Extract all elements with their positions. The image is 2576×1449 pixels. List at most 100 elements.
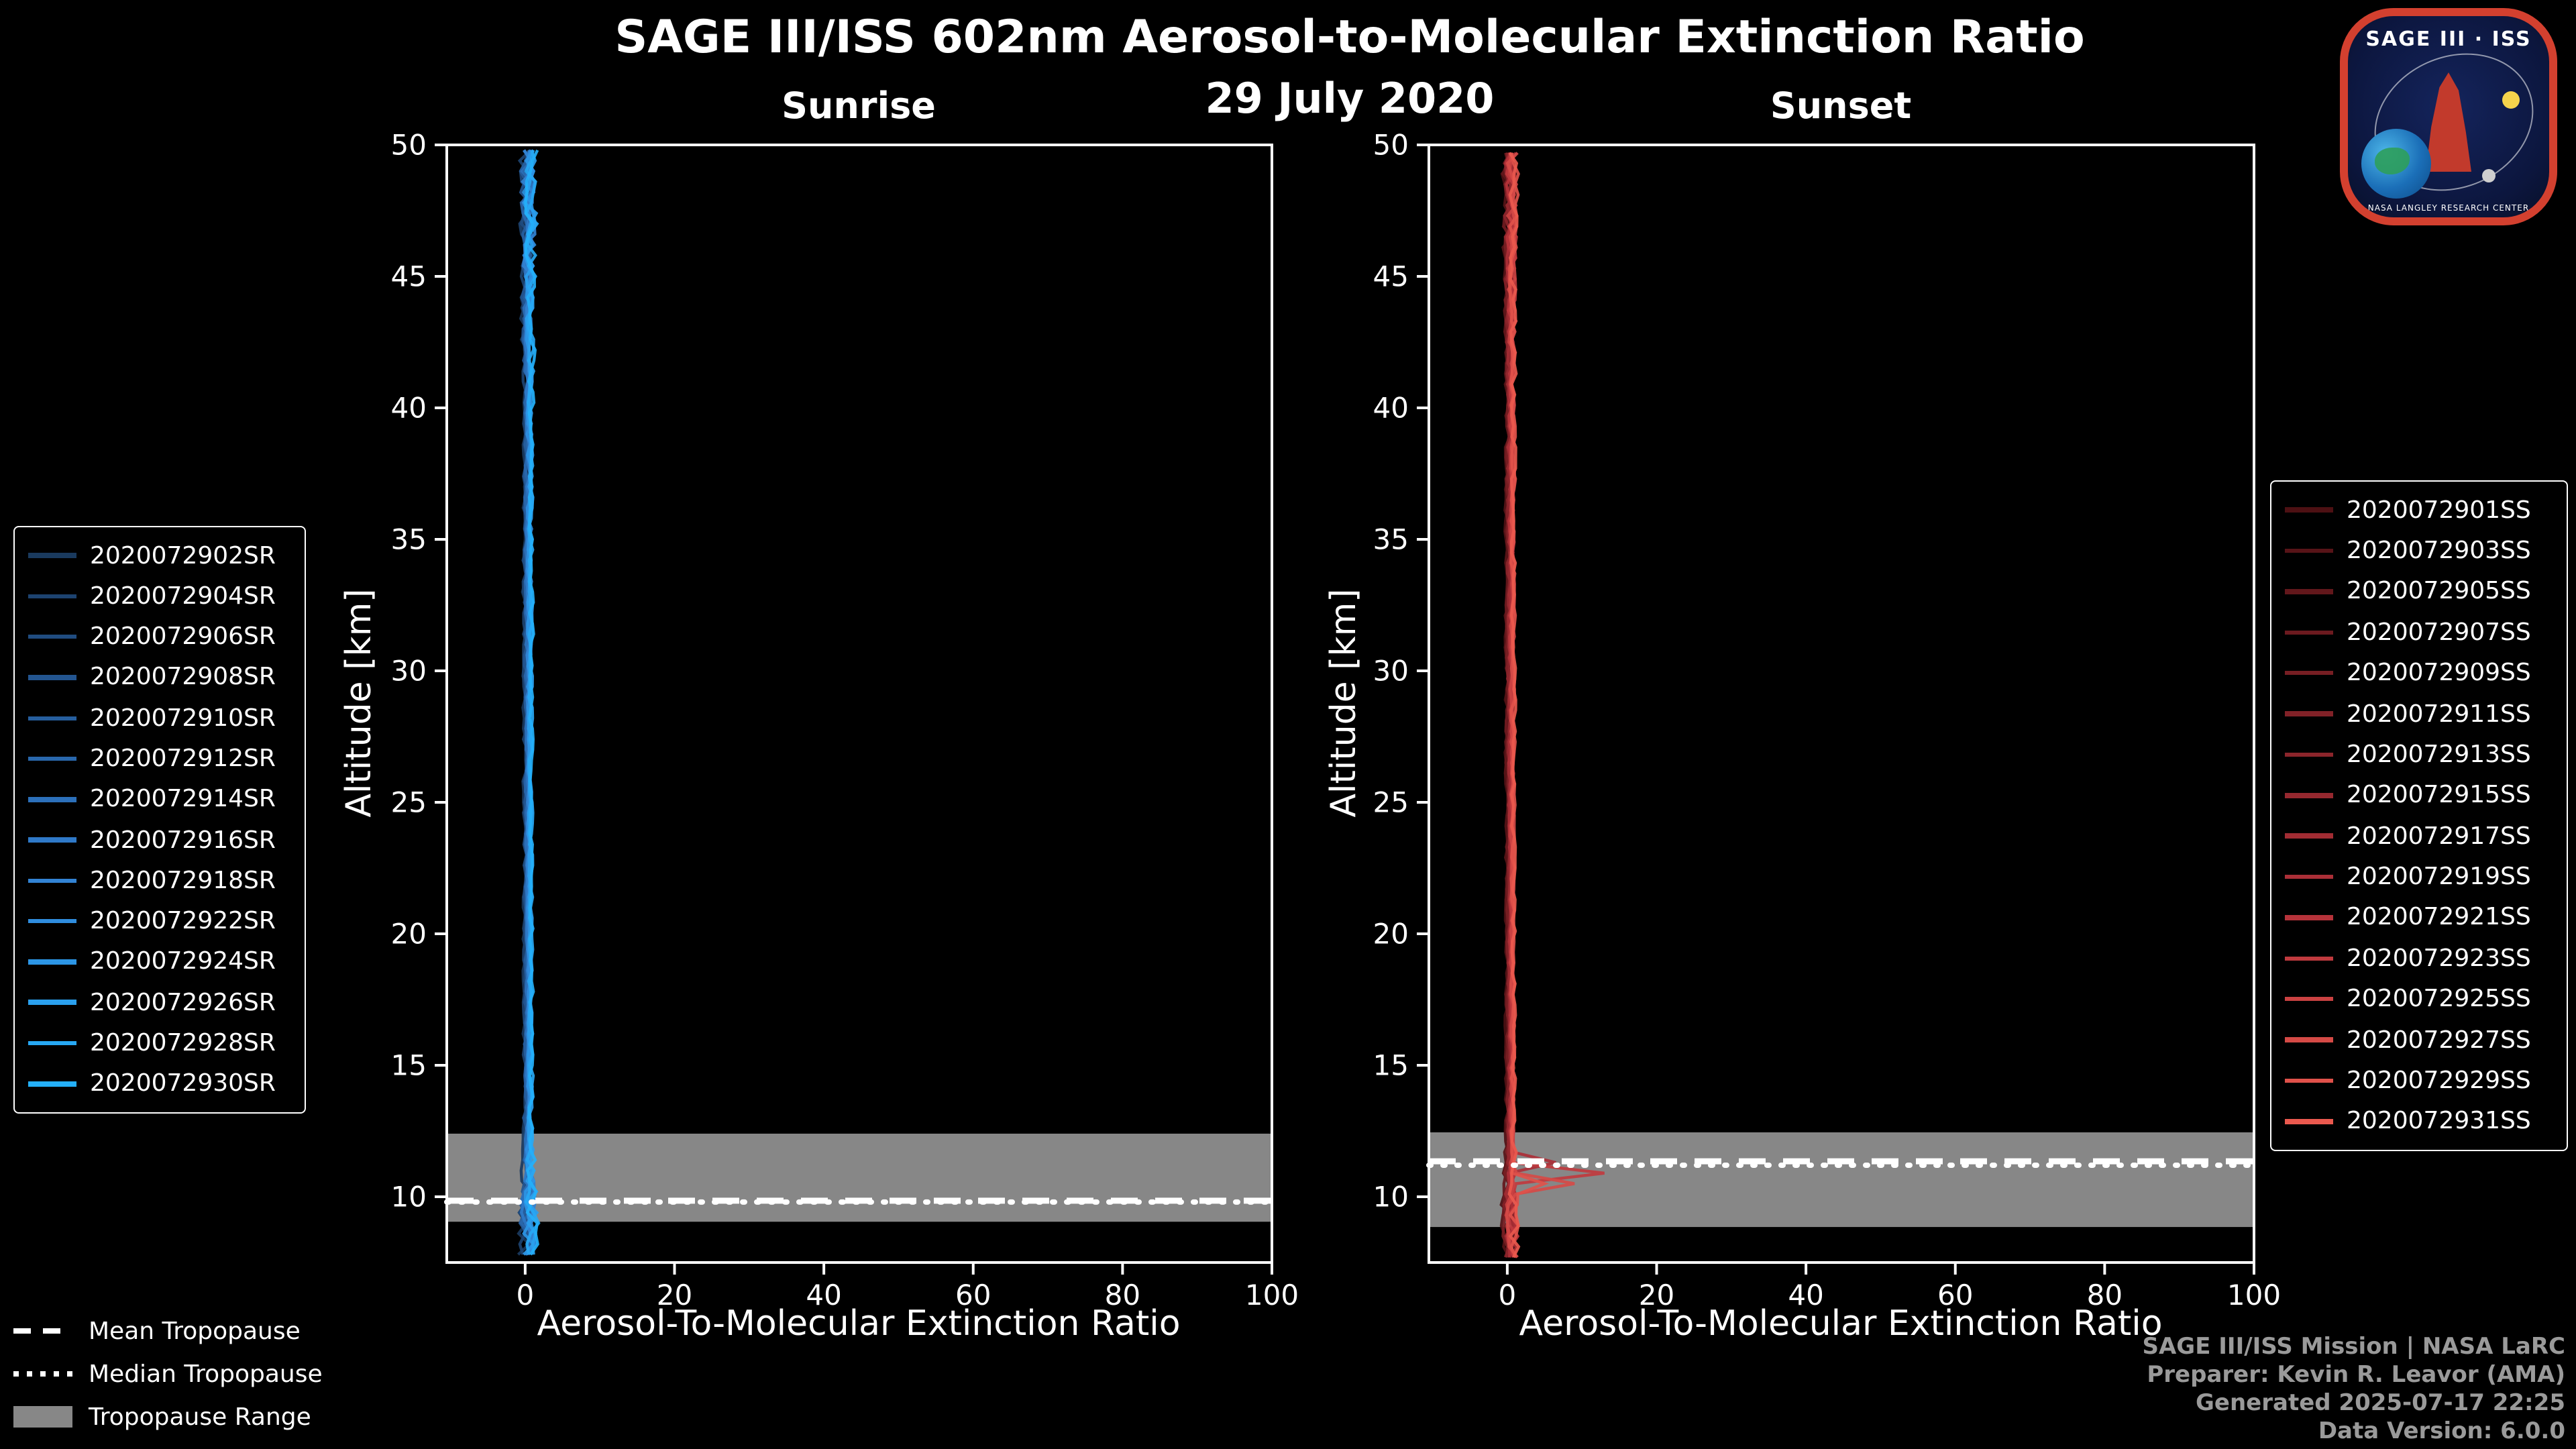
legend-item: 2020072922SR <box>28 901 291 941</box>
sage-iii-iss-logo: SAGE III · ISS NASA LANGLEY RESEARCH CEN… <box>2340 8 2557 225</box>
sunrise-event-legend: 2020072902SR 2020072904SR 2020072906SR 2020… <box>13 526 306 1114</box>
legend-item: 2020072931SS <box>2285 1102 2553 1142</box>
svg-text:45: 45 <box>1373 260 1409 293</box>
legend-line-swatch <box>2285 915 2333 920</box>
dotted-swatch <box>13 1371 72 1377</box>
legend-line-swatch <box>2285 1078 2333 1083</box>
legend-line-swatch <box>28 716 76 721</box>
footer-line: SAGE III/ISS Mission | NASA LaRC <box>2142 1334 2566 1360</box>
legend-item: 2020072919SS <box>2285 857 2553 897</box>
legend-event-label: 2020072918SR <box>90 866 276 895</box>
svg-text:10: 10 <box>1373 1181 1409 1214</box>
legend-line-swatch <box>28 918 76 924</box>
figure-subtitle: 29 July 2020 <box>1205 75 1495 123</box>
legend-event-label: 2020072911SS <box>2347 700 2531 729</box>
footer-line: Preparer: Kevin R. Leavor (AMA) <box>2147 1362 2565 1389</box>
legend-item: 2020072926SR <box>28 982 291 1022</box>
legend-line-swatch <box>28 837 76 843</box>
legend-line-swatch <box>2285 670 2333 676</box>
legend-event-label: 2020072917SS <box>2347 822 2531 851</box>
sunrise-profile-2020072930SR <box>524 149 539 1256</box>
legend-event-label: 2020072922SR <box>90 907 276 936</box>
tropopause-legend-label: Tropopause Range <box>89 1403 311 1431</box>
legend-line-swatch <box>2285 507 2333 513</box>
footer-line: Generated 2025-07-17 22:25 <box>2196 1390 2565 1417</box>
sunrise-frame <box>445 144 1273 1264</box>
legend-item: 2020072930SR <box>28 1064 291 1104</box>
svg-text:60: 60 <box>1937 1279 1973 1311</box>
legend-line-swatch <box>2285 589 2333 594</box>
legend-event-label: 2020072931SS <box>2347 1107 2531 1136</box>
legend-item: 2020072921SS <box>2285 898 2553 938</box>
tropopause-legend-item: Tropopause Range <box>13 1398 323 1436</box>
legend-line-swatch <box>2285 548 2333 553</box>
legend-line-swatch <box>2285 752 2333 757</box>
svg-text:20: 20 <box>657 1279 692 1311</box>
attribution-footer: SAGE III/ISS Mission | NASA LaRC Preparer… <box>2143 1334 2566 1446</box>
svg-text:45: 45 <box>391 260 427 293</box>
legend-item: 2020072913SS <box>2285 735 2553 775</box>
legend-event-label: 2020072913SS <box>2347 740 2531 769</box>
legend-item: 2020072902SR <box>28 535 291 576</box>
legend-line-swatch <box>28 553 76 558</box>
svg-text:25: 25 <box>391 786 427 819</box>
svg-text:35: 35 <box>391 523 427 556</box>
svg-text:20: 20 <box>1373 918 1409 951</box>
legend-item: 2020072928SR <box>28 1023 291 1063</box>
legend-line-swatch <box>2285 1119 2333 1124</box>
legend-item: 2020072915SS <box>2285 775 2553 816</box>
sunrise-xaxis-label: Aerosol-To-Molecular Extinction Ratio <box>537 1304 1181 1344</box>
legend-item: 2020072918SR <box>28 861 291 901</box>
svg-text:40: 40 <box>1373 392 1409 425</box>
legend-item: 2020072907SS <box>2285 612 2553 653</box>
logo-ring-text: NASA LANGLEY RESEARCH CENTER <box>2367 204 2530 213</box>
legend-line-swatch <box>28 634 76 639</box>
svg-text:100: 100 <box>1245 1279 1299 1311</box>
legend-item: 2020072911SS <box>2285 694 2553 734</box>
sunset-panel-title: Sunset <box>1770 86 1912 127</box>
svg-text:40: 40 <box>806 1279 841 1311</box>
legend-event-label: 2020072909SS <box>2347 659 2531 688</box>
svg-text:50: 50 <box>1373 129 1409 162</box>
legend-item: 2020072905SS <box>2285 572 2553 612</box>
legend-item: 2020072909SS <box>2285 653 2553 693</box>
legend-event-label: 2020072904SR <box>90 582 276 610</box>
legend-line-swatch <box>2285 630 2333 635</box>
svg-text:80: 80 <box>2087 1279 2123 1311</box>
legend-item: 2020072912SR <box>28 739 291 779</box>
legend-event-label: 2020072903SS <box>2347 537 2531 566</box>
sunset-event-legend: 2020072901SS 2020072903SS 2020072905SS 2020… <box>2270 480 2568 1151</box>
svg-text:35: 35 <box>1373 523 1409 556</box>
svg-text:25: 25 <box>1373 786 1409 819</box>
legend-line-swatch <box>2285 833 2333 839</box>
legend-event-label: 2020072907SS <box>2347 618 2531 647</box>
tropopause-legend-item: Median Tropopause <box>13 1355 323 1393</box>
svg-text:80: 80 <box>1105 1279 1140 1311</box>
legend-item: 2020072904SR <box>28 576 291 616</box>
sunset-plot-area: 0 20 40 60 80 100 10 15 20 25 30 35 40 45 50 <box>1373 129 2282 1312</box>
legend-line-swatch <box>28 797 76 802</box>
legend-item: 2020072924SR <box>28 942 291 982</box>
sunset-xaxis-label: Aerosol-To-Molecular Extinction Ratio <box>1519 1304 2163 1344</box>
legend-item: 2020072916SR <box>28 820 291 860</box>
legend-line-swatch <box>28 959 76 965</box>
sunset-tropopause-range-band <box>1429 1132 2254 1228</box>
legend-item: 2020072929SS <box>2285 1061 2553 1101</box>
svg-text:20: 20 <box>391 918 427 951</box>
legend-event-label: 2020072928SR <box>90 1029 276 1058</box>
svg-text:10: 10 <box>391 1181 427 1214</box>
svg-text:40: 40 <box>1788 1279 1823 1311</box>
legend-event-label: 2020072901SS <box>2347 496 2531 525</box>
legend-event-label: 2020072908SR <box>90 663 276 692</box>
sunset-yaxis-label: Altitude [km] <box>1324 588 1364 818</box>
tropopause-legend: Mean Tropopause Median Tropopause Tropopau… <box>13 1312 323 1436</box>
logo-moon-icon <box>2482 169 2496 182</box>
tropopause-legend-item: Mean Tropopause <box>13 1312 323 1350</box>
legend-line-swatch <box>28 878 76 883</box>
legend-event-label: 2020072902SR <box>90 541 276 570</box>
legend-event-label: 2020072914SR <box>90 785 276 814</box>
legend-item: 2020072925SS <box>2285 979 2553 1019</box>
legend-line-swatch <box>28 1081 76 1087</box>
